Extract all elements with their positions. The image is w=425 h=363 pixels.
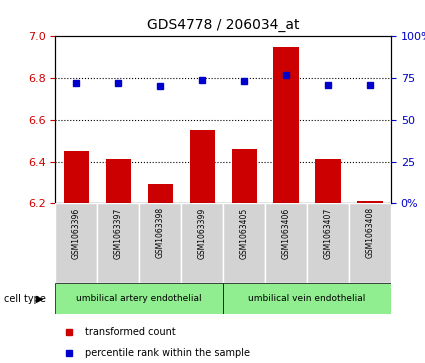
Text: GSM1063396: GSM1063396: [72, 207, 81, 258]
Title: GDS4778 / 206034_at: GDS4778 / 206034_at: [147, 19, 299, 33]
Text: cell type: cell type: [4, 294, 46, 303]
Text: ▶: ▶: [36, 294, 44, 303]
Text: GSM1063399: GSM1063399: [198, 207, 207, 258]
Bar: [64, 151, 89, 203]
Bar: [147, 184, 173, 203]
Text: umbilical artery endothelial: umbilical artery endothelial: [76, 294, 202, 303]
Bar: [349, 203, 391, 283]
Text: GSM1063406: GSM1063406: [282, 207, 291, 258]
Text: GSM1063407: GSM1063407: [323, 207, 332, 258]
Text: umbilical vein endothelial: umbilical vein endothelial: [248, 294, 366, 303]
Bar: [190, 130, 215, 203]
Text: GSM1063397: GSM1063397: [114, 207, 123, 258]
Bar: [223, 203, 265, 283]
Bar: [315, 159, 340, 203]
Bar: [307, 203, 349, 283]
Text: transformed count: transformed count: [85, 327, 176, 337]
Bar: [223, 283, 391, 314]
Bar: [55, 283, 223, 314]
Bar: [139, 203, 181, 283]
Text: GSM1063405: GSM1063405: [240, 207, 249, 258]
Bar: [97, 203, 139, 283]
Bar: [357, 201, 383, 203]
Text: percentile rank within the sample: percentile rank within the sample: [85, 348, 250, 358]
Bar: [181, 203, 223, 283]
Bar: [105, 159, 131, 203]
Text: GSM1063408: GSM1063408: [366, 207, 374, 258]
Bar: [55, 203, 97, 283]
Bar: [273, 47, 299, 203]
Text: GSM1063398: GSM1063398: [156, 207, 164, 258]
Bar: [265, 203, 307, 283]
Bar: [232, 149, 257, 203]
